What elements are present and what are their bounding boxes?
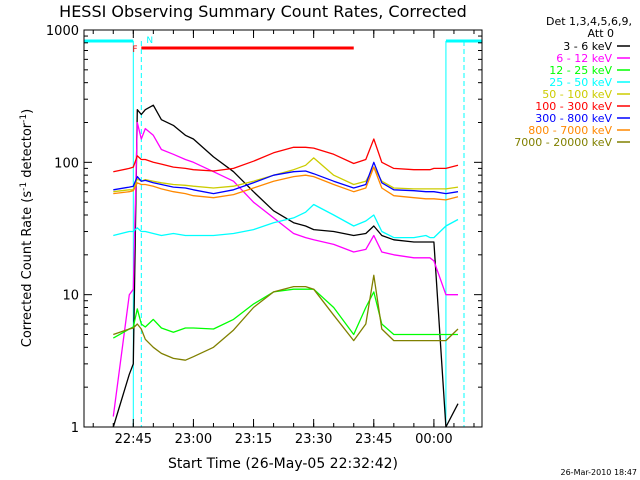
- y-tick-label-0: 1: [71, 421, 79, 436]
- series-line-1: [112, 121, 458, 417]
- marker-f: F: [132, 45, 137, 55]
- legend-label-4: 50 - 100 keV: [542, 88, 612, 101]
- footer-timestamp: 26-Mar-2010 18:47: [561, 468, 638, 477]
- legend-label-2: 12 - 25 keV: [549, 64, 612, 77]
- x-tick-label-5: 00:00: [415, 432, 452, 447]
- series-line-8: [113, 274, 459, 361]
- y-axis-label: Corrected Count Rate (s-1 detector-1): [19, 109, 35, 347]
- series-line-4: [113, 157, 459, 193]
- legend-label-8: 7000 - 20000 keV: [514, 136, 612, 149]
- x-tick-label-3: 23:30: [295, 432, 332, 447]
- legend-label-3: 25 - 50 keV: [549, 76, 612, 89]
- plot-area: NF: [84, 36, 482, 428]
- marker-n: N: [146, 36, 153, 46]
- series-line-6: [113, 161, 459, 195]
- x-axis-label: Start Time (26-May-05 22:32:42): [168, 456, 398, 472]
- series-line-2: [112, 288, 458, 339]
- y-tick-label-3: 1000: [46, 24, 79, 39]
- y-tick-label-1: 10: [62, 289, 79, 304]
- chart-title: HESSI Observing Summary Count Rates, Cor…: [59, 2, 467, 21]
- legend-header-line-2: Att 0: [588, 27, 614, 40]
- y-tick-label-2: 100: [54, 156, 79, 171]
- series-line-5: [113, 138, 459, 173]
- x-tick-label-1: 23:00: [175, 432, 212, 447]
- legend-header-line-1: Det 1,3,4,5,6,9,: [546, 15, 632, 28]
- legend-label-5: 100 - 300 keV: [535, 100, 612, 113]
- series-line-3: [113, 203, 459, 239]
- series-line-7: [113, 166, 459, 201]
- legend-label-1: 6 - 12 keV: [556, 52, 612, 65]
- legend-label-7: 800 - 7000 keV: [528, 124, 612, 137]
- x-tick-label-4: 23:45: [355, 432, 392, 447]
- x-axis: 22:45 23:00 23:15 23:30 23:45 00:00: [92, 30, 475, 447]
- x-tick-label-2: 23:15: [235, 432, 272, 447]
- legend-label-6: 300 - 800 keV: [535, 112, 612, 125]
- series-line-0: [112, 104, 459, 428]
- y-axis: 1 10 100 1000: [46, 24, 482, 436]
- plot-frame: [83, 29, 483, 428]
- legend-label-0: 3 - 6 keV: [563, 40, 612, 53]
- x-tick-label-0: 22:45: [115, 432, 152, 447]
